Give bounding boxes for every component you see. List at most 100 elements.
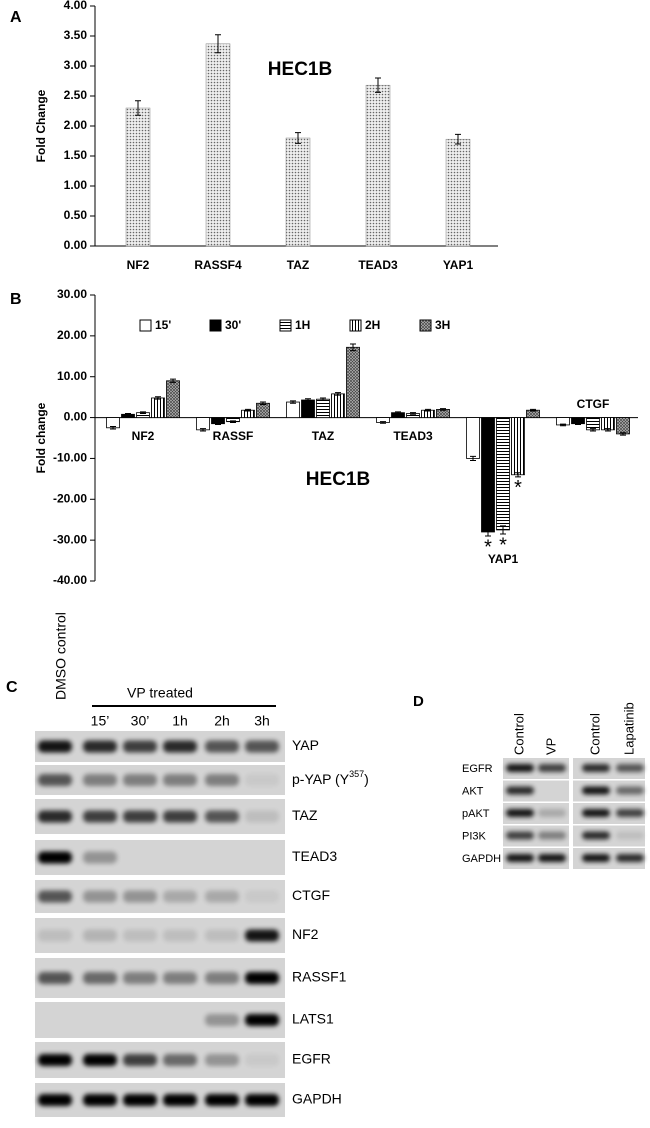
- blot-row: [35, 1083, 285, 1117]
- error-bar: [440, 408, 446, 411]
- band: [205, 972, 239, 984]
- panel-label: A: [10, 9, 22, 26]
- lane-label: Control: [511, 713, 526, 755]
- band: [205, 929, 239, 942]
- row-label: TAZ: [292, 807, 318, 823]
- bar: [466, 417, 480, 459]
- band: [205, 1054, 239, 1066]
- band: [163, 972, 197, 984]
- error-bar: [375, 77, 381, 93]
- lane-label: 3h: [254, 713, 270, 729]
- band: [38, 890, 72, 903]
- legend-swatch: [139, 319, 152, 332]
- row-label: PI3K: [462, 830, 487, 842]
- row-label: p-YAP (Y357): [292, 769, 369, 786]
- error-bar: [215, 422, 221, 426]
- band: [245, 1014, 279, 1026]
- error-bar: [245, 408, 251, 412]
- annotation: *: [514, 477, 522, 499]
- y-tick-label: 2.00: [64, 118, 88, 132]
- y-tick-label: 20.00: [57, 328, 87, 342]
- y-tick-label: -40.00: [53, 573, 87, 587]
- band: [163, 1054, 197, 1066]
- blot-row: [35, 799, 285, 834]
- error-bar: [380, 421, 386, 424]
- legend-swatch: [279, 319, 292, 332]
- band: [38, 740, 72, 753]
- bar: [256, 402, 270, 418]
- error-bar: [200, 428, 206, 432]
- band: [123, 740, 157, 753]
- band: [205, 740, 239, 753]
- band: [83, 851, 117, 864]
- legend-label: 30': [225, 318, 241, 332]
- band: [38, 929, 72, 942]
- band: [616, 831, 644, 840]
- error-bar: [485, 527, 491, 537]
- row-label-after: ): [364, 771, 369, 787]
- row-label: LATS1: [292, 1011, 334, 1027]
- band: [38, 851, 72, 864]
- band: [83, 810, 117, 823]
- band: [506, 764, 534, 772]
- chart-title: HEC1B: [268, 59, 332, 80]
- band: [83, 890, 117, 903]
- x-tick-label: NF2: [132, 429, 155, 443]
- band: [506, 831, 534, 840]
- blot-row: [35, 731, 285, 762]
- blot-row: [35, 958, 285, 998]
- chart-title: HEC1B: [306, 469, 370, 490]
- band: [163, 740, 197, 753]
- x-tick-label: TAZ: [312, 429, 334, 443]
- row-label-text: p-YAP (Y: [292, 771, 350, 787]
- band: [616, 764, 644, 772]
- error-bar: [410, 412, 416, 415]
- error-bar: [395, 411, 401, 414]
- legend-label: 2H: [365, 318, 380, 332]
- blot-row: [35, 1002, 285, 1038]
- legend-label: 3H: [435, 318, 450, 332]
- bar: [616, 417, 630, 435]
- error-bar: [320, 397, 326, 401]
- bar: [205, 43, 231, 247]
- error-bar: [350, 343, 356, 352]
- band: [245, 740, 279, 753]
- error-bar: [590, 428, 596, 432]
- panel-label: D: [413, 693, 424, 710]
- bar: [125, 107, 151, 247]
- y-axis-label: Fold Change: [34, 89, 48, 162]
- band: [205, 1094, 239, 1106]
- y-tick-label: 0.00: [64, 410, 88, 424]
- band: [205, 810, 239, 823]
- row-label: pAKT: [462, 808, 490, 820]
- legend-swatch: [349, 319, 362, 332]
- bar: [586, 417, 600, 431]
- lane-label: 2h: [214, 713, 230, 729]
- error-bar: [455, 133, 461, 145]
- x-tick-label: CTGF: [577, 397, 610, 411]
- bar: [496, 417, 510, 531]
- band: [506, 854, 534, 862]
- band: [538, 831, 566, 840]
- row-label: CTGF: [292, 887, 330, 903]
- bar: [151, 397, 165, 418]
- band: [582, 831, 610, 840]
- x-tick-label: YAP1: [488, 552, 519, 566]
- band: [163, 890, 197, 903]
- group-label: VP treated: [127, 685, 193, 701]
- band: [245, 890, 279, 903]
- band: [538, 764, 566, 772]
- band: [205, 1014, 239, 1026]
- band: [582, 764, 610, 772]
- legend-swatch: [419, 319, 432, 332]
- error-bar: [110, 426, 116, 430]
- blot-row: [35, 840, 285, 875]
- blot-row: [503, 825, 569, 847]
- error-bar: [290, 400, 296, 404]
- blot-row: [35, 1042, 285, 1078]
- y-tick-label: 30.00: [57, 287, 87, 301]
- lane-label: Lapatinib: [621, 702, 636, 755]
- error-bar: [425, 408, 431, 412]
- annotation: *: [499, 534, 507, 556]
